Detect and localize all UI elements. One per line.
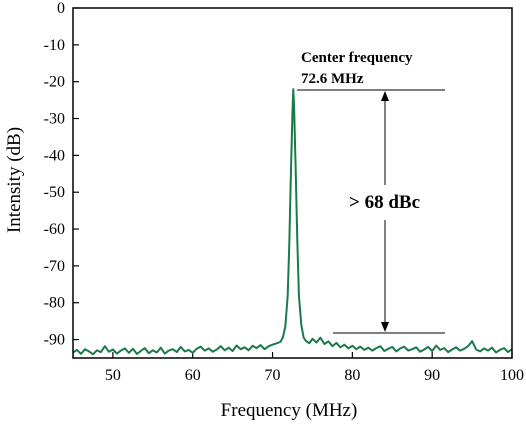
center-frequency-value: 72.6 MHz: [301, 71, 364, 87]
plot-frame: [72, 7, 513, 359]
y-tick-label: 0: [57, 0, 65, 17]
y-tick-label: -80: [44, 295, 65, 312]
x-tick-label: 100: [500, 367, 524, 384]
x-tick-label: 80: [344, 367, 360, 384]
y-tick-label: -20: [44, 74, 65, 91]
y-axis-label: Intensity (dB): [4, 127, 25, 233]
y-tick-label: -60: [44, 221, 65, 238]
arrow-up-icon: [381, 91, 389, 101]
y-tick-label: -50: [44, 184, 65, 201]
y-tick-label: -90: [44, 332, 65, 349]
axis-ticks: 50 60 70 80 90 100 0 -10 -20 -30 -40 -50 -60 -70 -80 -9…: [44, 0, 524, 384]
spectrum-trace: [72, 88, 513, 356]
y-tick-label: -30: [44, 111, 65, 128]
arrow-down-icon: [381, 322, 389, 332]
x-tick-label: 70: [265, 367, 281, 384]
y-tick-label: -40: [44, 147, 65, 164]
y-tick-label: -70: [44, 258, 65, 275]
y-tick-label: -10: [44, 37, 65, 54]
center-frequency-label: Center frequency: [301, 50, 413, 66]
dynamic-range-label: > 68 dBc: [349, 192, 420, 213]
x-tick-label: 60: [185, 367, 201, 384]
x-axis-label: Frequency (MHz): [221, 400, 358, 421]
x-tick-label: 90: [424, 367, 440, 384]
x-tick-label: 50: [105, 367, 121, 384]
